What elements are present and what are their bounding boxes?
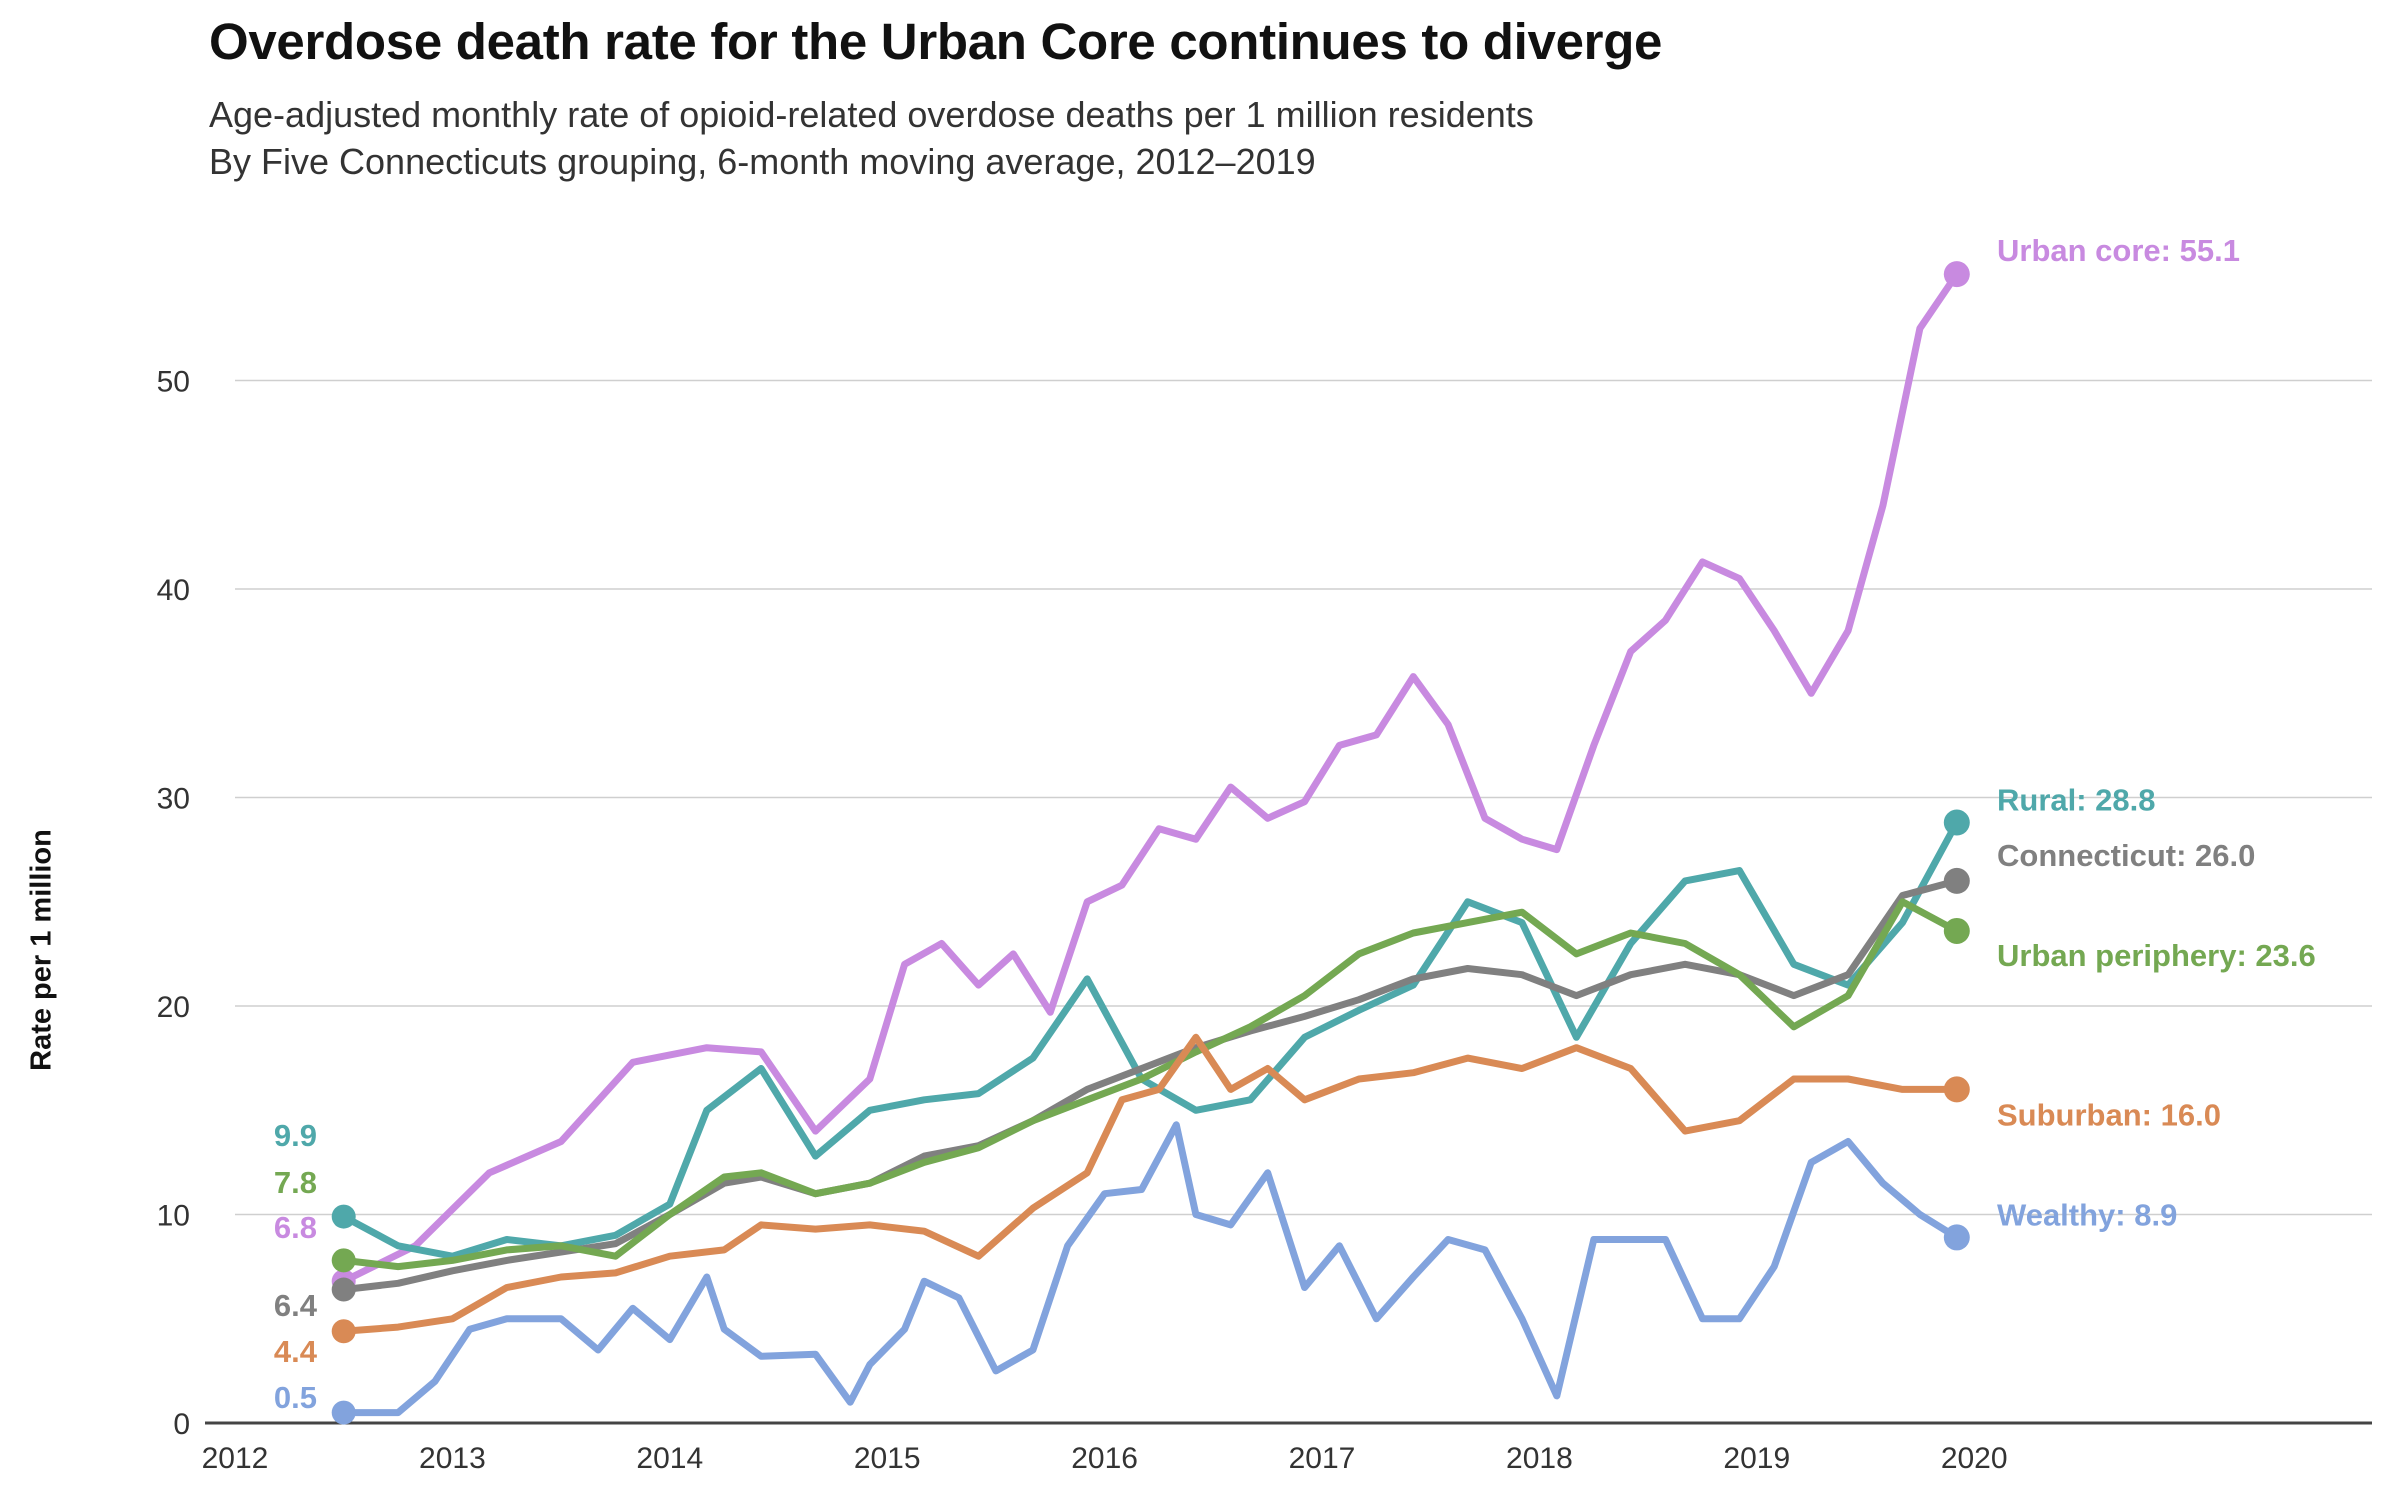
end-point-urban-core [1943, 261, 1970, 288]
start-point-connecticut [331, 1277, 356, 1302]
end-point-wealthy [1943, 1224, 1970, 1251]
end-label-urban-periphery: Urban periphery: 23.6 [1997, 938, 2316, 973]
end-point-urban-periphery [1943, 917, 1970, 944]
x-tick-label-2014: 2014 [636, 1442, 703, 1475]
x-tick-label-2012: 2012 [202, 1442, 269, 1475]
start-label-rural: 9.9 [274, 1118, 317, 1153]
y-tick-label-50: 50 [157, 366, 190, 399]
end-point-rural [1943, 809, 1970, 836]
series-labels: Urban core: 55.1 6.8 Rural: 28.8 9.9 Connect… [274, 233, 2316, 1415]
chart-title: Overdose death rate for the Urban Core c… [209, 13, 1663, 70]
y-tick-label-30: 30 [157, 783, 190, 816]
y-tick-label-10: 10 [157, 1200, 190, 1233]
axes: 0 10 20 30 40 50 2012 2013 2014 2015 2016 2017 2018 2… [157, 366, 2372, 1475]
start-point-rural [331, 1204, 356, 1229]
start-label-suburban: 4.4 [274, 1334, 318, 1369]
x-tick-label-2020: 2020 [1941, 1442, 2008, 1475]
end-label-rural: Rural: 28.8 [1997, 783, 2156, 818]
start-point-suburban [331, 1319, 356, 1344]
series-line-rural [340, 819, 1961, 1260]
start-label-urban-periphery: 7.8 [274, 1165, 317, 1200]
x-tick-label-2017: 2017 [1289, 1442, 1356, 1475]
series-lines [331, 261, 1970, 1425]
x-tick-label-2015: 2015 [854, 1442, 921, 1475]
start-point-urban-periphery [331, 1248, 356, 1273]
end-point-connecticut [1943, 867, 1970, 894]
end-label-urban-core: Urban core: 55.1 [1997, 233, 2240, 268]
x-tick-label-2016: 2016 [1071, 1442, 1138, 1475]
x-tick-label-2013: 2013 [419, 1442, 486, 1475]
x-tick-label-2019: 2019 [1723, 1442, 1790, 1475]
series-line-urban-periphery [340, 898, 1961, 1271]
end-label-connecticut: Connecticut: 26.0 [1997, 838, 2255, 873]
y-tick-label-0: 0 [173, 1408, 190, 1441]
series-line-connecticut [340, 877, 1961, 1294]
start-label-connecticut: 6.4 [274, 1288, 318, 1323]
x-tick-label-2018: 2018 [1506, 1442, 1573, 1475]
series-line-suburban [340, 1033, 1961, 1335]
y-tick-label-20: 20 [157, 991, 190, 1024]
series-line-wealthy [340, 1121, 1961, 1417]
end-point-suburban [1943, 1076, 1970, 1103]
chart-subtitle-line-1: Age-adjusted monthly rate of opioid-rela… [209, 94, 1534, 135]
end-label-suburban: Suburban: 16.0 [1997, 1097, 2221, 1132]
start-label-wealthy: 0.5 [274, 1380, 317, 1415]
end-label-wealthy: Wealthy: 8.9 [1997, 1197, 2177, 1232]
gridlines [235, 379, 2372, 1216]
start-point-wealthy [331, 1400, 356, 1425]
series-line-urban-core [340, 270, 1961, 1285]
chart-subtitle-line-2: By Five Connecticuts grouping, 6-month m… [209, 141, 1316, 182]
y-tick-label-40: 40 [157, 574, 190, 607]
start-label-urban-core: 6.8 [274, 1210, 317, 1245]
